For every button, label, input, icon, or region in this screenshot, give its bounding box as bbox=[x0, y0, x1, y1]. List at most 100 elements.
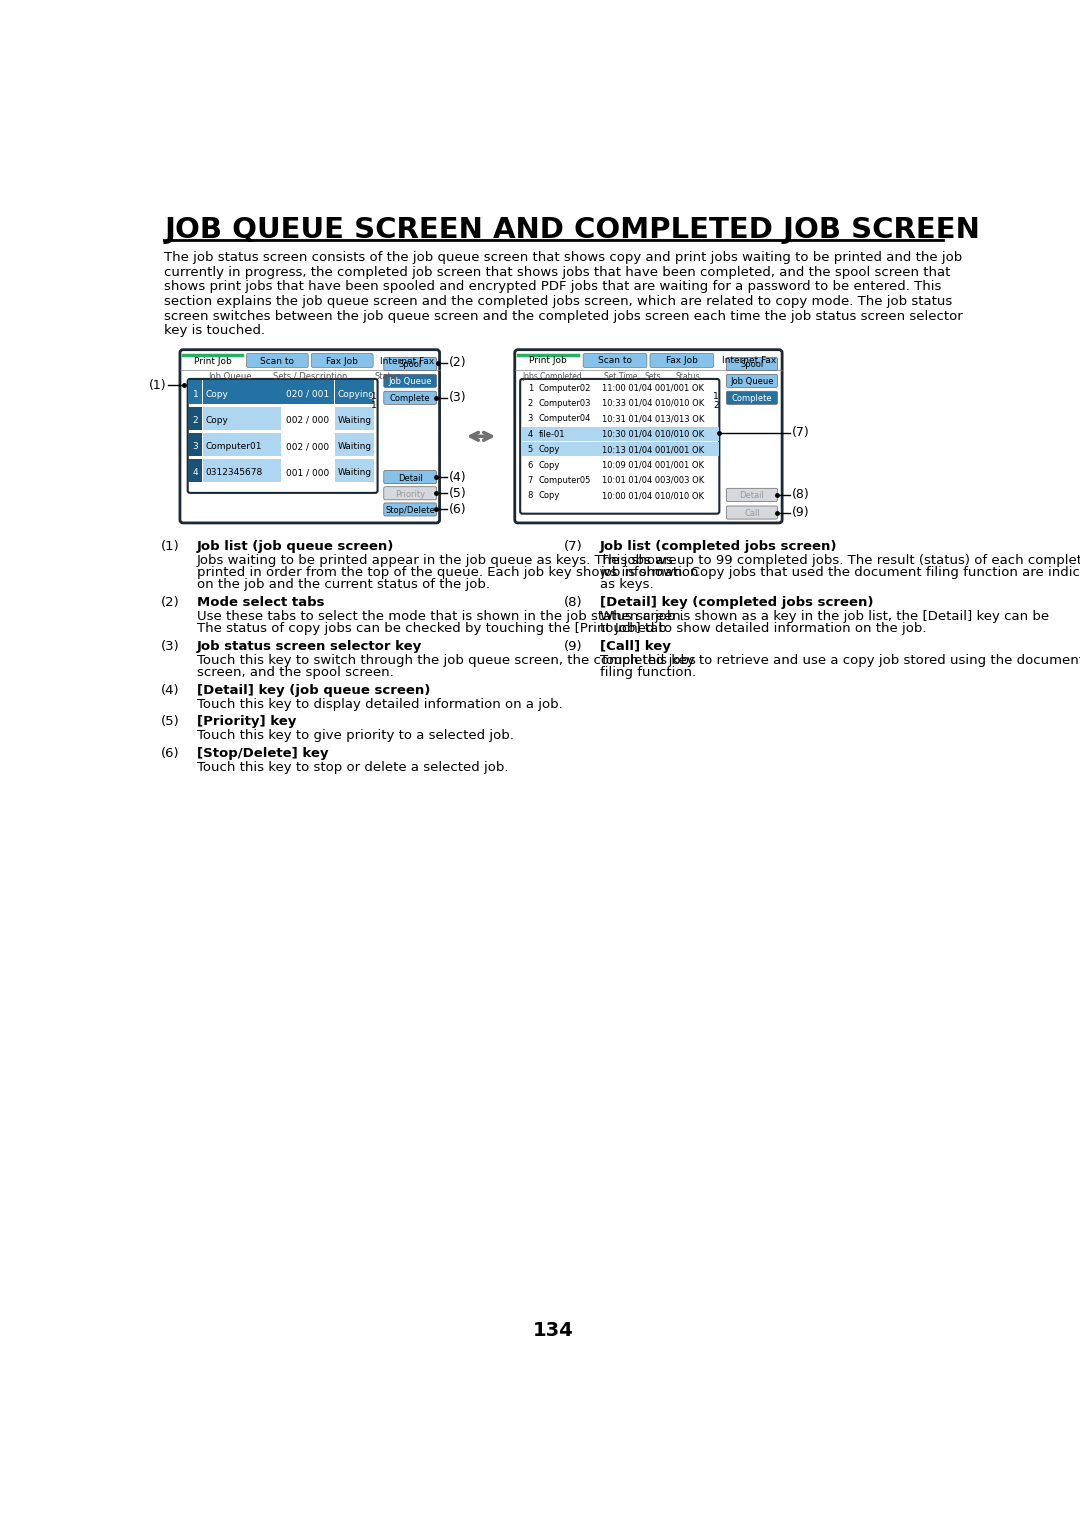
FancyBboxPatch shape bbox=[246, 353, 308, 367]
Bar bbox=[335, 458, 374, 483]
Text: 002 / 000: 002 / 000 bbox=[286, 416, 329, 425]
Text: (9): (9) bbox=[792, 506, 809, 520]
Text: as keys.: as keys. bbox=[600, 579, 653, 591]
FancyBboxPatch shape bbox=[727, 506, 778, 520]
Text: 020 / 001: 020 / 001 bbox=[286, 390, 329, 399]
FancyBboxPatch shape bbox=[727, 489, 778, 501]
Text: (2): (2) bbox=[161, 596, 179, 610]
Text: Detail: Detail bbox=[397, 474, 422, 483]
Text: Sets: Sets bbox=[645, 371, 661, 380]
Text: filing function.: filing function. bbox=[600, 666, 697, 678]
Text: [Detail] key (job queue screen): [Detail] key (job queue screen) bbox=[197, 685, 430, 697]
Bar bbox=[203, 432, 281, 455]
Text: 7: 7 bbox=[527, 475, 532, 484]
Text: (5): (5) bbox=[161, 715, 179, 729]
Text: (3): (3) bbox=[449, 391, 467, 405]
Text: Detail: Detail bbox=[740, 492, 765, 500]
FancyBboxPatch shape bbox=[180, 350, 440, 523]
FancyBboxPatch shape bbox=[727, 374, 778, 388]
Text: Copy: Copy bbox=[205, 390, 228, 399]
Bar bbox=[203, 406, 281, 429]
Text: Copying: Copying bbox=[337, 390, 375, 399]
Text: (6): (6) bbox=[161, 747, 179, 759]
Text: Internet Fax: Internet Fax bbox=[721, 356, 775, 365]
Text: on the job and the current status of the job.: on the job and the current status of the… bbox=[197, 579, 490, 591]
Bar bbox=[335, 432, 374, 455]
Text: Mode select tabs: Mode select tabs bbox=[197, 596, 324, 610]
Bar bbox=[335, 380, 374, 403]
FancyBboxPatch shape bbox=[650, 353, 714, 367]
Text: (5): (5) bbox=[449, 487, 467, 500]
Bar bbox=[189, 432, 202, 455]
FancyBboxPatch shape bbox=[383, 391, 436, 405]
Text: 10:00 01/04 010/010 OK: 10:00 01/04 010/010 OK bbox=[602, 492, 703, 500]
FancyBboxPatch shape bbox=[383, 358, 436, 370]
Text: (7): (7) bbox=[564, 539, 582, 553]
Text: Touch this key to retrieve and use a copy job stored using the document: Touch this key to retrieve and use a cop… bbox=[600, 654, 1080, 666]
Text: 5: 5 bbox=[528, 445, 532, 454]
Text: Copy: Copy bbox=[539, 460, 561, 469]
Text: Spool: Spool bbox=[399, 361, 422, 370]
FancyBboxPatch shape bbox=[383, 503, 436, 516]
Text: (9): (9) bbox=[564, 640, 582, 652]
Text: 3: 3 bbox=[527, 414, 532, 423]
Text: (3): (3) bbox=[161, 640, 179, 652]
Text: (7): (7) bbox=[792, 426, 809, 440]
Text: (1): (1) bbox=[149, 379, 166, 391]
Text: Scan to: Scan to bbox=[260, 356, 295, 365]
FancyBboxPatch shape bbox=[727, 391, 778, 405]
Text: Touch this key to stop or delete a selected job.: Touch this key to stop or delete a selec… bbox=[197, 761, 509, 773]
Text: Job list (completed jobs screen): Job list (completed jobs screen) bbox=[600, 539, 837, 553]
Text: screen, and the spool screen.: screen, and the spool screen. bbox=[197, 666, 394, 678]
Text: Job Queue: Job Queue bbox=[730, 377, 773, 387]
Text: Call: Call bbox=[744, 509, 759, 518]
Text: Print Job: Print Job bbox=[193, 356, 231, 365]
Text: Copy: Copy bbox=[539, 492, 561, 500]
Text: section explains the job queue screen and the completed jobs screen, which are r: section explains the job queue screen an… bbox=[164, 295, 953, 309]
Text: Touch this key to display detailed information on a job.: Touch this key to display detailed infor… bbox=[197, 698, 563, 711]
Text: [Detail] key (completed jobs screen): [Detail] key (completed jobs screen) bbox=[600, 596, 874, 610]
Bar bbox=[282, 458, 334, 483]
Text: 1: 1 bbox=[192, 390, 199, 399]
FancyBboxPatch shape bbox=[383, 487, 436, 500]
Text: Complete: Complete bbox=[731, 394, 772, 403]
Text: Sets / Description: Sets / Description bbox=[273, 371, 348, 380]
FancyBboxPatch shape bbox=[383, 374, 436, 388]
Text: 2: 2 bbox=[528, 399, 532, 408]
Bar bbox=[203, 380, 281, 403]
Text: Copy: Copy bbox=[205, 416, 228, 425]
Text: (2): (2) bbox=[449, 356, 467, 370]
Bar bbox=[282, 380, 334, 403]
Text: 0312345678: 0312345678 bbox=[205, 468, 262, 477]
Text: 1: 1 bbox=[370, 402, 377, 411]
Text: (1): (1) bbox=[161, 539, 179, 553]
Text: 8: 8 bbox=[527, 492, 532, 500]
Text: Job Queue: Job Queue bbox=[208, 371, 252, 380]
Text: Waiting: Waiting bbox=[337, 468, 372, 477]
Text: Waiting: Waiting bbox=[337, 416, 372, 425]
Text: job is shown. Copy jobs that used the document filing function are indicated: job is shown. Copy jobs that used the do… bbox=[600, 565, 1080, 579]
Text: Scan to: Scan to bbox=[598, 356, 632, 365]
Text: 2: 2 bbox=[714, 402, 719, 411]
Text: touched to show detailed information on the job.: touched to show detailed information on … bbox=[600, 622, 927, 636]
Text: 1: 1 bbox=[528, 384, 532, 393]
Text: [Call] key: [Call] key bbox=[600, 640, 671, 652]
Text: (8): (8) bbox=[564, 596, 582, 610]
Text: 4: 4 bbox=[528, 429, 532, 439]
Text: 10:31 01/04 013/013 OK: 10:31 01/04 013/013 OK bbox=[602, 414, 704, 423]
Text: Use these tabs to select the mode that is shown in the job status screen.: Use these tabs to select the mode that i… bbox=[197, 610, 685, 623]
Text: 1: 1 bbox=[370, 393, 377, 400]
Bar bbox=[335, 406, 374, 429]
Text: 001 / 000: 001 / 000 bbox=[286, 468, 329, 477]
Text: 2: 2 bbox=[192, 416, 199, 425]
Text: Priority: Priority bbox=[395, 490, 426, 498]
Text: 11:00 01/04 001/001 OK: 11:00 01/04 001/001 OK bbox=[602, 384, 703, 393]
Bar bbox=[521, 442, 718, 455]
FancyBboxPatch shape bbox=[521, 379, 719, 513]
Text: 4: 4 bbox=[192, 468, 199, 477]
Text: Internet Fax: Internet Fax bbox=[380, 356, 434, 365]
Text: 6: 6 bbox=[527, 460, 532, 469]
Text: Stop/Delete: Stop/Delete bbox=[386, 506, 435, 515]
Text: Computer01: Computer01 bbox=[205, 442, 262, 451]
Bar bbox=[282, 432, 334, 455]
